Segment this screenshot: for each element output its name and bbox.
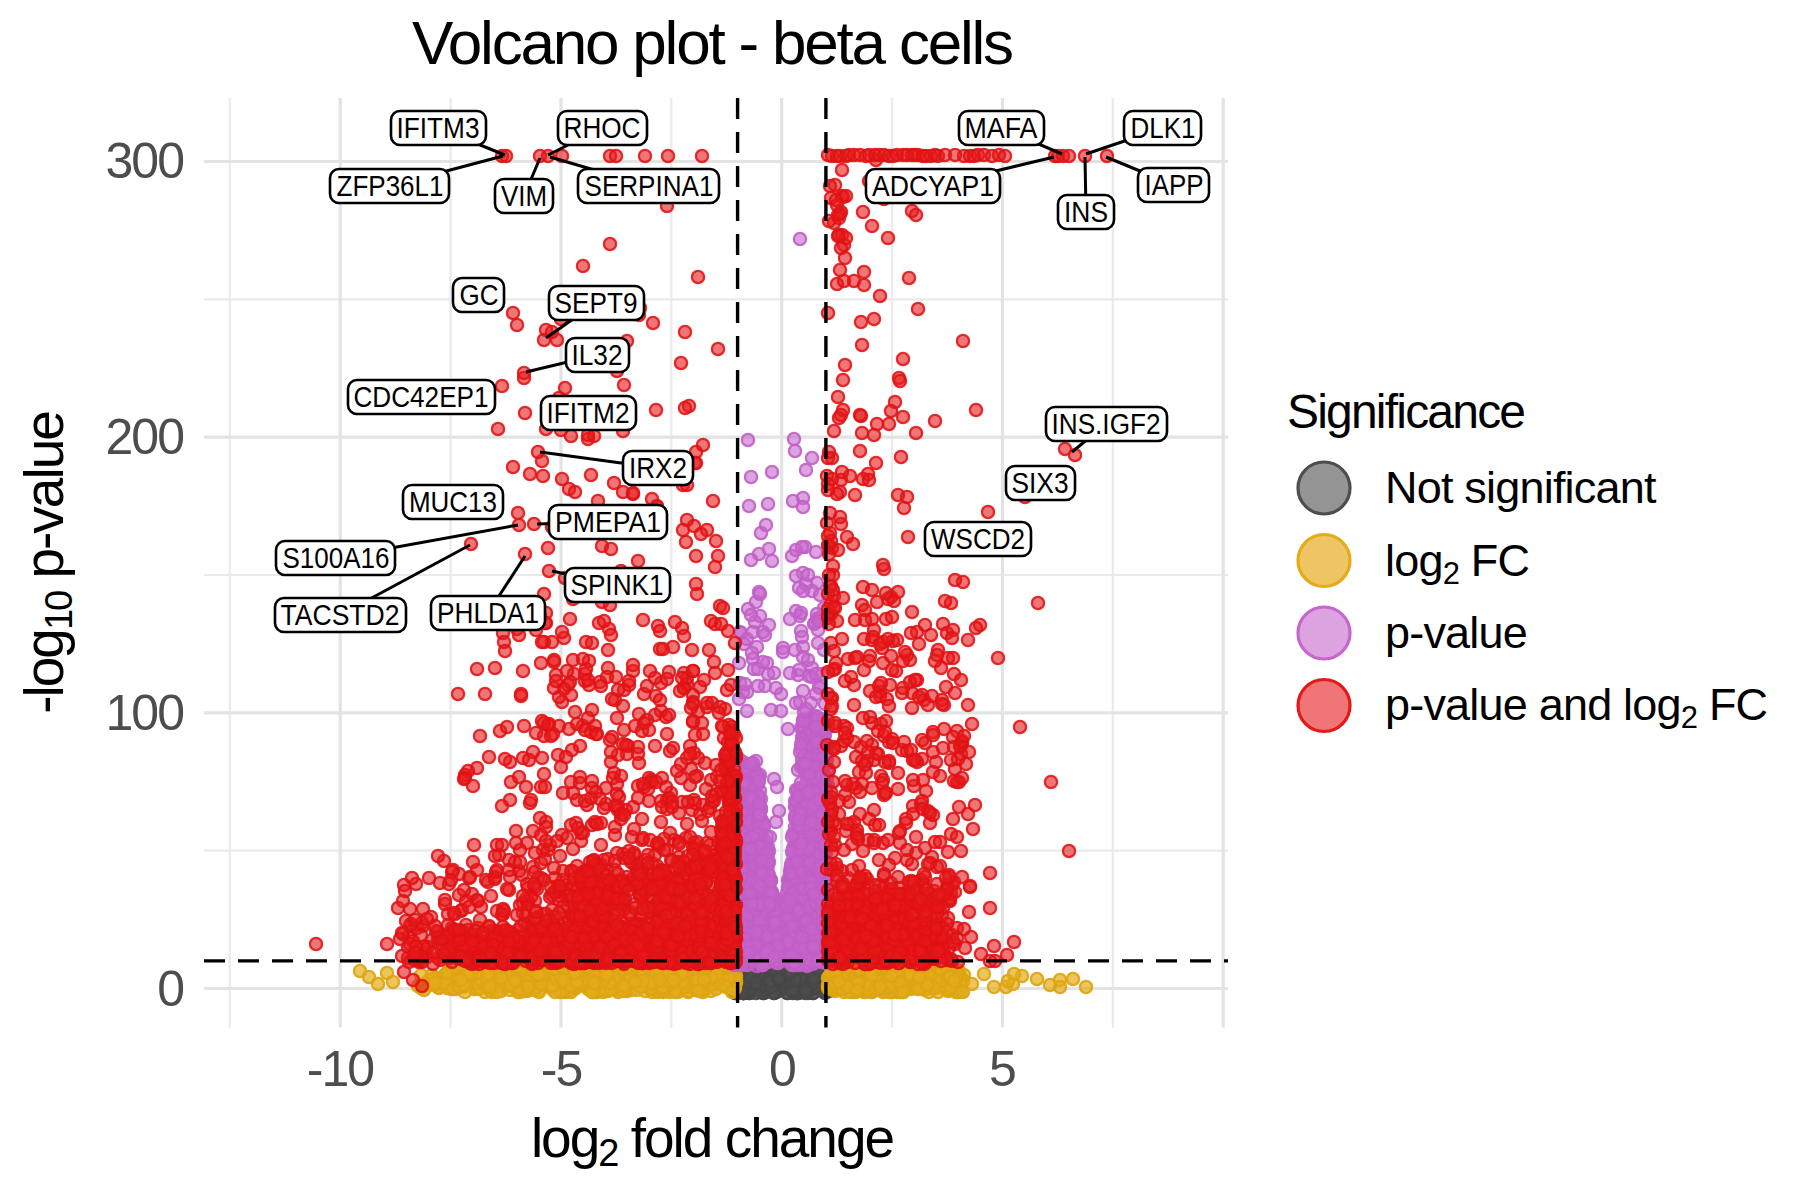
svg-text:Volcano plot - beta cells: Volcano plot - beta cells xyxy=(412,8,1012,77)
svg-text:VIM: VIM xyxy=(501,180,547,212)
svg-text:MUC13: MUC13 xyxy=(409,486,497,518)
svg-text:TACSTD2: TACSTD2 xyxy=(281,599,400,631)
svg-text:CDC42EP1: CDC42EP1 xyxy=(354,381,489,413)
svg-text:WSCD2: WSCD2 xyxy=(931,523,1025,555)
svg-text:SIX3: SIX3 xyxy=(1012,467,1069,499)
svg-text:5: 5 xyxy=(989,1041,1015,1097)
svg-text:0: 0 xyxy=(157,961,183,1017)
svg-text:DLK1: DLK1 xyxy=(1131,112,1196,144)
svg-text:IFITM2: IFITM2 xyxy=(547,397,630,429)
svg-text:p-value and log2 FC: p-value and log2 FC xyxy=(1385,679,1767,735)
svg-text:PMEPA1: PMEPA1 xyxy=(555,506,661,538)
svg-text:Significance: Significance xyxy=(1287,385,1524,438)
svg-text:200: 200 xyxy=(106,409,184,465)
svg-text:300: 300 xyxy=(106,133,184,189)
svg-text:GC: GC xyxy=(460,279,499,311)
svg-text:SPINK1: SPINK1 xyxy=(571,569,664,601)
svg-text:-10: -10 xyxy=(307,1041,373,1097)
svg-text:-5: -5 xyxy=(541,1041,582,1097)
svg-text:log2 fold change: log2 fold change xyxy=(531,1107,894,1174)
svg-text:SERPINA1: SERPINA1 xyxy=(585,170,714,202)
svg-text:INS.IGF2: INS.IGF2 xyxy=(1052,408,1161,440)
svg-text:0: 0 xyxy=(769,1041,795,1097)
svg-text:IRX2: IRX2 xyxy=(629,452,687,484)
svg-text:p-value: p-value xyxy=(1385,607,1527,658)
svg-text:ZFP36L1: ZFP36L1 xyxy=(337,170,444,202)
svg-text:Not significant: Not significant xyxy=(1385,462,1657,513)
svg-text:IL32: IL32 xyxy=(572,339,623,371)
svg-text:SEPT9: SEPT9 xyxy=(555,287,638,319)
svg-text:100: 100 xyxy=(106,685,184,741)
svg-text:PHLDA1: PHLDA1 xyxy=(437,597,539,629)
svg-text:IFITM3: IFITM3 xyxy=(397,112,480,144)
svg-text:S100A16: S100A16 xyxy=(283,542,390,574)
svg-text:INS: INS xyxy=(1064,196,1108,228)
svg-text:IAPP: IAPP xyxy=(1145,169,1204,201)
svg-text:ADCYAP1: ADCYAP1 xyxy=(872,170,994,202)
svg-text:MAFA: MAFA xyxy=(965,112,1039,144)
svg-text:-log10 p-value: -log10 p-value xyxy=(13,412,80,714)
svg-text:RHOC: RHOC xyxy=(564,112,641,144)
